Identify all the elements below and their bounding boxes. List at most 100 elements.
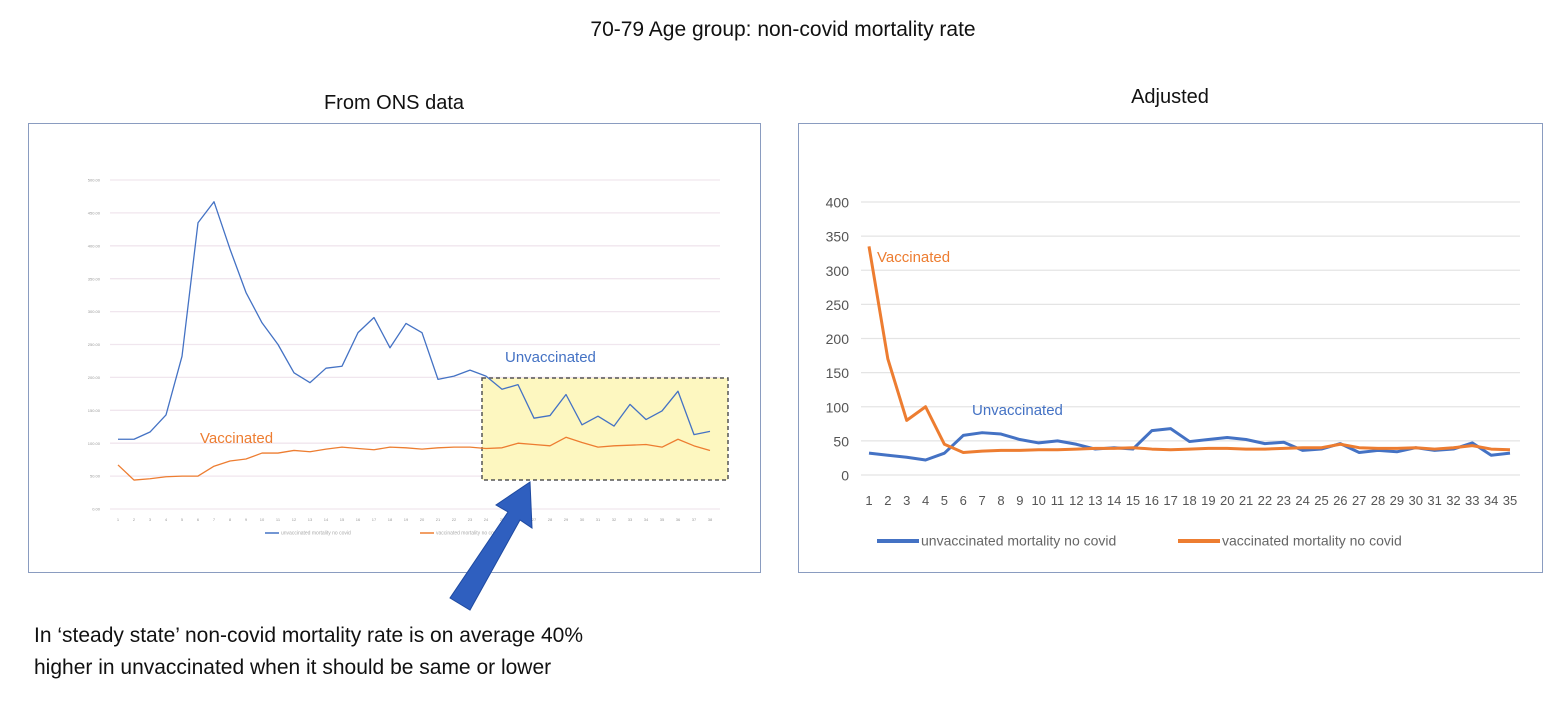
x-tick-label: 1: [865, 493, 872, 508]
y-tick-label: 0.00: [92, 507, 101, 512]
x-tick-label: 22: [452, 517, 457, 522]
right-chart-frame: [798, 123, 1543, 573]
y-tick-label: 100.00: [88, 441, 101, 446]
x-tick-label: 4: [165, 517, 168, 522]
y-tick-label: 250.00: [88, 342, 101, 347]
y-tick-label: 150.00: [88, 408, 101, 413]
y-tick-label: 400: [826, 195, 850, 211]
y-tick-label: 250: [826, 297, 850, 313]
x-tick-label: 5: [941, 493, 948, 508]
y-tick-label: 450.00: [88, 211, 101, 216]
x-tick-label: 18: [388, 517, 393, 522]
right-chart-heading: Adjusted: [1131, 86, 1209, 108]
y-tick-label: 500.00: [88, 178, 101, 183]
annotation-note: In ‘steady state’ non-covid mortality ra…: [34, 620, 583, 684]
legend-label: unvaccinated mortality no covid: [921, 533, 1116, 549]
x-tick-label: 33: [628, 517, 633, 522]
y-tick-label: 100: [826, 399, 850, 415]
left-chart-frame: [28, 123, 761, 573]
highlight-box: [481, 377, 729, 481]
x-tick-label: 23: [468, 517, 473, 522]
x-tick-label: 12: [292, 517, 297, 522]
x-tick-label: 19: [1201, 493, 1215, 508]
x-tick-label: 13: [308, 517, 313, 522]
series-annotation: Unvaccinated: [972, 402, 1063, 419]
x-tick-label: 20: [420, 517, 425, 522]
series-line-vaccinated: [867, 246, 1511, 454]
x-tick-label: 21: [436, 517, 441, 522]
y-tick-label: 50: [833, 433, 849, 449]
x-tick-label: 37: [692, 517, 697, 522]
x-tick-label: 15: [340, 517, 345, 522]
x-tick-label: 11: [276, 517, 281, 522]
y-tick-label: 50.00: [90, 474, 101, 479]
series-annotation: Unvaccinated: [505, 349, 596, 366]
y-tick-label: 150: [826, 365, 850, 381]
x-tick-label: 6: [960, 493, 967, 508]
x-tick-label: 2: [133, 517, 136, 522]
x-tick-label: 13: [1088, 493, 1102, 508]
x-tick-label: 26: [1333, 493, 1347, 508]
x-tick-label: 16: [356, 517, 361, 522]
x-tick-label: 22: [1258, 493, 1272, 508]
x-tick-label: 23: [1277, 493, 1291, 508]
y-tick-label: 200.00: [88, 375, 101, 380]
x-tick-label: 34: [644, 517, 649, 522]
x-tick-label: 21: [1239, 493, 1253, 508]
x-tick-label: 33: [1465, 493, 1479, 508]
x-tick-label: 25: [1314, 493, 1328, 508]
x-tick-label: 3: [149, 517, 152, 522]
x-tick-label: 7: [213, 517, 216, 522]
x-tick-label: 27: [532, 517, 537, 522]
x-tick-label: 29: [1390, 493, 1404, 508]
x-tick-label: 31: [596, 517, 601, 522]
x-tick-label: 1: [117, 517, 120, 522]
series-annotation: Vaccinated: [877, 249, 950, 266]
x-tick-label: 4: [922, 493, 929, 508]
legend-label: vaccinated mortality no covid: [1222, 533, 1402, 549]
y-tick-label: 400.00: [88, 243, 101, 248]
series-line-unvaccinated: [118, 201, 711, 440]
x-tick-label: 17: [372, 517, 377, 522]
x-tick-label: 14: [1107, 493, 1121, 508]
x-tick-label: 32: [1446, 493, 1460, 508]
x-tick-label: 12: [1069, 493, 1083, 508]
x-tick-label: 10: [1031, 493, 1045, 508]
x-tick-label: 8: [229, 517, 232, 522]
x-tick-label: 30: [580, 517, 585, 522]
arrow-icon: [449, 481, 533, 611]
y-tick-label: 350: [826, 229, 850, 245]
x-tick-label: 8: [997, 493, 1004, 508]
left-chart-heading: From ONS data: [323, 92, 465, 114]
x-tick-label: 5: [181, 517, 184, 522]
x-tick-label: 2: [884, 493, 891, 508]
x-tick-label: 7: [979, 493, 986, 508]
x-tick-label: 15: [1126, 493, 1140, 508]
x-tick-label: 10: [260, 517, 265, 522]
x-tick-label: 27: [1352, 493, 1366, 508]
y-tick-label: 300.00: [88, 309, 101, 314]
x-tick-label: 24: [484, 517, 489, 522]
slide-title: 70-79 Age group: non-covid mortality rat…: [590, 18, 976, 41]
x-tick-label: 14: [324, 517, 329, 522]
y-tick-label: 300: [826, 263, 850, 279]
x-tick-label: 31: [1427, 493, 1441, 508]
y-tick-label: 0: [841, 468, 849, 484]
x-tick-label: 3: [903, 493, 910, 508]
x-tick-label: 36: [676, 517, 681, 522]
x-tick-label: 35: [1503, 493, 1517, 508]
x-tick-label: 9: [1016, 493, 1023, 508]
x-tick-label: 19: [404, 517, 409, 522]
x-tick-label: 9: [245, 517, 248, 522]
x-tick-label: 28: [548, 517, 553, 522]
note-line-1: In ‘steady state’ non-covid mortality ra…: [34, 624, 584, 647]
x-tick-label: 18: [1182, 493, 1196, 508]
series-line-unvaccinated: [868, 427, 1511, 462]
x-tick-label: 32: [612, 517, 617, 522]
x-tick-label: 24: [1295, 493, 1309, 508]
y-tick-label: 350.00: [88, 276, 101, 281]
x-tick-label: 17: [1163, 493, 1177, 508]
x-tick-label: 16: [1145, 493, 1159, 508]
x-tick-label: 34: [1484, 493, 1498, 508]
